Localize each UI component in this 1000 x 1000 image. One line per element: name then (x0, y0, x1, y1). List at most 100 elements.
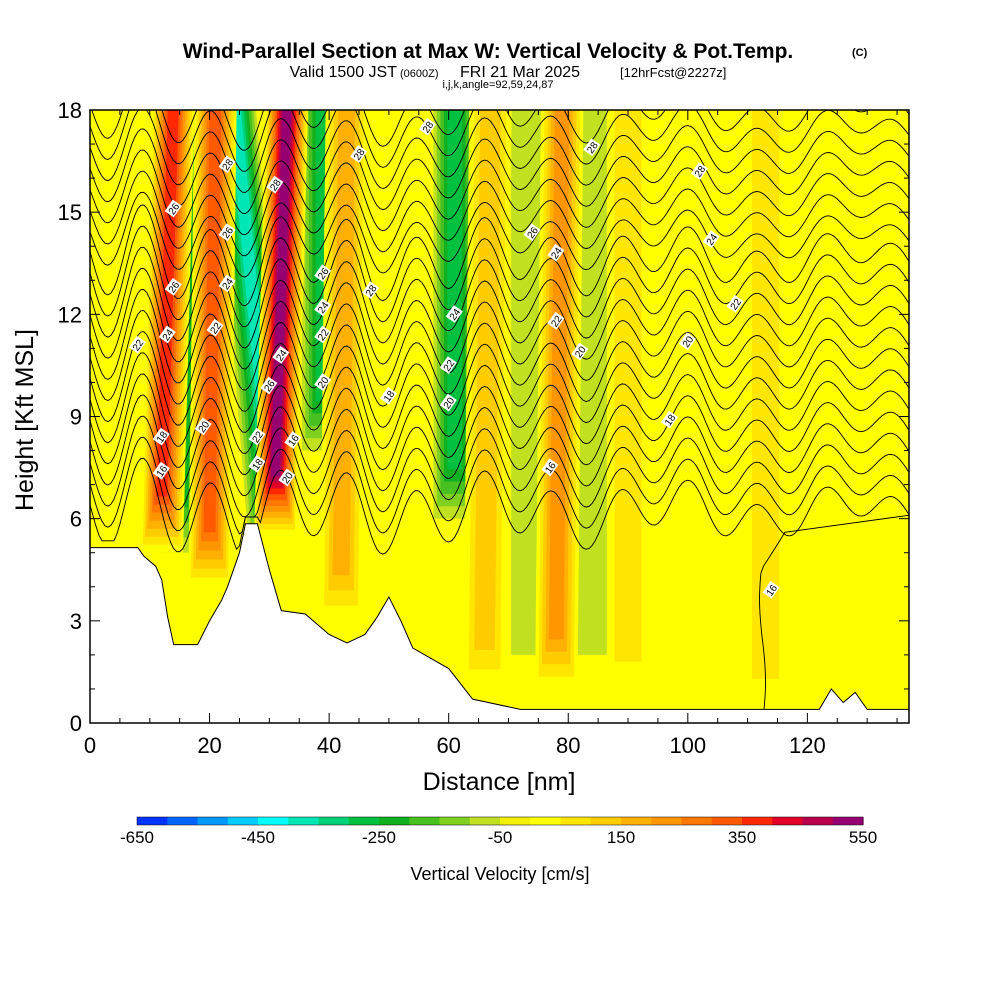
isentrope-labels: 28 28 28 28 28 26 24 24 22 22 20 20 18 16 16 18 24 22 20 26… (128, 117, 780, 599)
isentrope-line-3 (90, 394, 909, 497)
x-tick-label-120: 120 (789, 733, 826, 758)
isentrope-label-bg (164, 277, 182, 296)
isentrope-label-bg (726, 294, 744, 313)
isentrope-label-23: 18 (152, 427, 170, 446)
isentrope-label-4: 28 (362, 281, 380, 300)
isentrope-label-bg (272, 346, 290, 364)
isentrope-lines (90, 110, 909, 710)
isentrope-label-28: 22 (206, 318, 224, 337)
colorbar-swatch-5 (288, 817, 320, 825)
colorbar-label: Vertical Velocity [cm/s] (410, 864, 589, 884)
colorbar-tick-0: -650 (120, 828, 154, 847)
colorbar: -650 -450 -250 -50 150 350 550 (120, 816, 877, 847)
y-tick-label-15: 15 (58, 200, 82, 225)
isentrope-label-bg (418, 117, 436, 136)
isentrope-label-bg (762, 581, 780, 599)
colorbar-swatch-6 (318, 817, 350, 825)
terrain (90, 523, 909, 723)
colorbar-swatch-15 (590, 817, 622, 825)
updraft-band-6-level-1 (614, 110, 642, 662)
isentrope-label-8: 22 (726, 294, 744, 313)
isentrope-line-6 (90, 331, 909, 433)
isentrope-line-4 (90, 373, 909, 476)
isentrope-label-37: 26 (314, 264, 332, 283)
isentrope-label-38: 24 (314, 298, 332, 317)
isentrope-label-32: 26 (260, 376, 278, 395)
isentrope-label-30: 28 (266, 175, 284, 194)
isentrope-label-7: 24 (702, 230, 720, 249)
isentrope-label-bg (583, 138, 601, 157)
colorbar-tick-4: 150 (607, 828, 635, 847)
y-tick-label-0: 0 (70, 711, 82, 736)
isentrope-label-21: 24 (158, 325, 176, 344)
isentrope-label-bg (260, 376, 278, 395)
isentrope-label-24: 16 (152, 461, 170, 480)
isentrope-line-16-low (759, 514, 909, 710)
y-tick-label-9: 9 (70, 405, 82, 430)
x-tick-label-20: 20 (197, 733, 221, 758)
updraft-band-8-level-1 (751, 110, 780, 679)
colorbar-swatch-20 (742, 817, 773, 825)
isentrope-label-2: 28 (583, 138, 601, 157)
isentrope-line-0 (90, 457, 909, 555)
colorbar-swatch-14 (560, 817, 592, 825)
isentrope-label-bg (314, 298, 332, 317)
x-tick-label-60: 60 (436, 733, 460, 758)
isentrope-label-35: 16 (284, 431, 302, 449)
isentrope-label-bg (702, 230, 720, 249)
isentrope-label-bg (152, 427, 170, 446)
isentrope-label-bg (248, 455, 266, 473)
isentrope-label-25: 28 (218, 155, 236, 174)
isentrope-line-7 (90, 310, 909, 412)
isentrope-label-3: 28 (690, 162, 709, 180)
isentrope-label-31: 24 (272, 346, 290, 364)
y-tick-label-6: 6 (70, 507, 82, 532)
isentrope-label-22: 22 (128, 335, 147, 354)
valid-time: Valid 1500 JST (290, 64, 398, 81)
forecast-tag: [12hrFcst@2227z] (620, 65, 726, 80)
isentrope-label-bg (218, 274, 236, 293)
isentrope-label-bg (266, 175, 284, 194)
isentrope-label-bg (152, 461, 170, 480)
isentrope-label-9: 22 (547, 311, 565, 330)
isentrope-line-2 (90, 415, 909, 518)
colorbar-frame (136, 816, 864, 826)
colorbar-swatch-19 (711, 817, 743, 825)
x-tick-label-80: 80 (556, 733, 580, 758)
isentrope-label-bg (350, 145, 368, 163)
isentrope-label-40: 20 (314, 373, 332, 392)
y-tick-label-12: 12 (58, 302, 82, 327)
colorbar-tick-2: -250 (362, 828, 396, 847)
y-tick-label-18: 18 (58, 98, 82, 123)
isentrope-label-1: 28 (350, 145, 368, 163)
isentrope-label-14: 16 (762, 581, 780, 599)
colorbar-swatch-12 (500, 817, 531, 825)
isentrope-line-9 (90, 267, 909, 370)
colorbar-swatch-23 (832, 817, 864, 825)
isentrope-line-8 (90, 289, 909, 391)
isentrope-label-36: 20 (278, 468, 296, 487)
colorbar-swatch-9 (409, 817, 441, 825)
isentrope-label-bg (541, 458, 559, 477)
isentrope-label-bg (278, 468, 296, 487)
isentrope-label-bg (128, 335, 146, 354)
colorbar-swatch-18 (681, 817, 713, 825)
colorbar-swatch-4 (258, 817, 289, 825)
isentrope-label-13: 16 (541, 458, 559, 477)
isentrope-label-bg (206, 318, 224, 337)
isentrope-label-bg (248, 427, 266, 446)
isentrope-line-16 (90, 128, 909, 214)
y-axis: 0 3 6 9 12 15 18 (58, 98, 909, 736)
x-axis: 0 20 40 60 80 100 120 (84, 110, 898, 758)
isentrope-label-39: 22 (314, 325, 332, 344)
isentrope-label-bg (314, 325, 332, 344)
isentrope-label-bg (571, 342, 589, 361)
isentrope-label-6: 24 (547, 243, 565, 262)
isentrope-line-13 (90, 191, 909, 278)
isentrope-label-26: 26 (218, 223, 236, 242)
isentrope-label-11: 20 (678, 332, 697, 351)
isentrope-line-14 (90, 170, 909, 257)
isentrope-label-bg (218, 223, 236, 242)
isentrope-label-bg (164, 199, 182, 218)
